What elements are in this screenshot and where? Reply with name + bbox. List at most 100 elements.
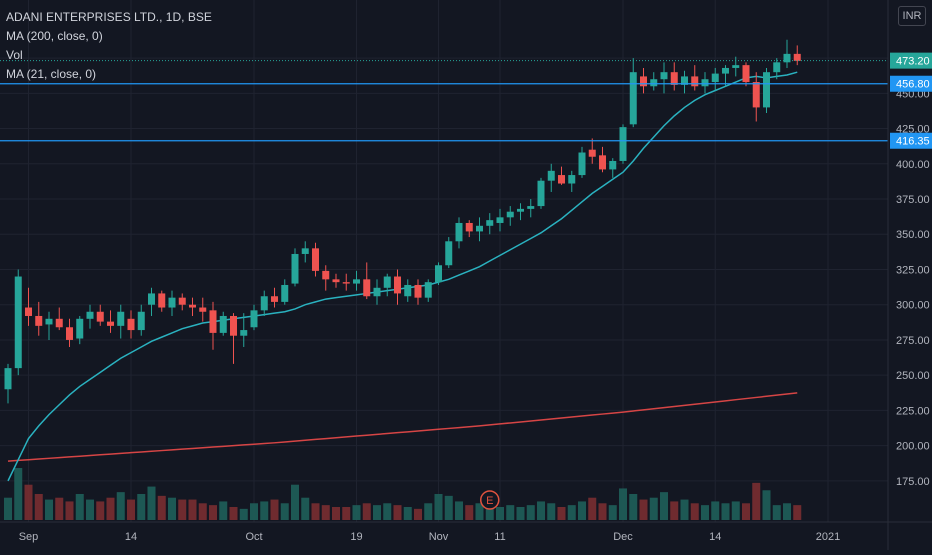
- volume-bar: [649, 497, 658, 520]
- price-label-text: 473.20: [896, 56, 930, 68]
- candle-body: [763, 72, 770, 108]
- ma21-legend[interactable]: MA (21, close, 0): [6, 67, 97, 81]
- candle-body: [496, 217, 504, 223]
- volume-bar: [526, 505, 535, 520]
- volume-bar: [762, 490, 771, 520]
- earnings-marker-circle: [480, 490, 500, 510]
- volume-bar: [342, 507, 351, 520]
- volume-bar: [270, 499, 279, 520]
- time-tick-label: Nov: [429, 531, 449, 543]
- volume-bar: [24, 484, 33, 520]
- candle-body: [301, 248, 309, 254]
- volume-bar: [670, 501, 679, 520]
- earnings-marker[interactable]: E: [480, 490, 500, 510]
- vol-legend[interactable]: Vol: [6, 48, 23, 62]
- candles: [4, 39, 801, 404]
- volume-bar: [291, 484, 299, 520]
- volume-bar: [578, 501, 586, 520]
- candle-body: [312, 248, 319, 271]
- price-label-box: [890, 75, 932, 92]
- volume-bar: [567, 505, 576, 520]
- volume-bar: [731, 501, 740, 520]
- price-tick-label: 350.00: [896, 229, 930, 241]
- price-label-text: 416.35: [896, 136, 930, 148]
- symbol-title[interactable]: ADANI ENTERPRISES LTD., 1D, BSE: [6, 10, 212, 24]
- candle-body: [455, 222, 463, 242]
- price-tick-label: 375.00: [896, 194, 930, 206]
- price-tick-label: 400.00: [896, 159, 930, 171]
- volume-bar: [178, 499, 187, 520]
- volume-bar: [742, 503, 750, 520]
- time-tick-label: 14: [125, 531, 137, 543]
- candle-body: [701, 79, 709, 87]
- volume-bar: [106, 497, 115, 520]
- volume-bar: [86, 499, 94, 520]
- candle-body: [332, 279, 340, 283]
- candle-body: [711, 73, 719, 83]
- candle-body: [465, 222, 473, 232]
- volume-bar: [588, 497, 597, 520]
- currency-badge[interactable]: INR: [898, 6, 926, 26]
- candle-body: [76, 318, 84, 339]
- volume-bar: [680, 499, 689, 520]
- candle-body: [476, 225, 483, 232]
- candle-body: [670, 72, 678, 85]
- candle-body: [168, 297, 176, 308]
- volume-bar: [393, 505, 402, 520]
- volume-bar: [55, 497, 64, 520]
- time-axis[interactable]: Sep 14 Oct 19 Nov 11 Dec 14 2021: [0, 521, 932, 543]
- price-axis[interactable]: 175.00 200.00 225.00 250.00 275.00 300.00 325.…: [887, 0, 932, 550]
- price-tick-label: 200.00: [896, 441, 930, 453]
- candle-body: [137, 311, 145, 331]
- candle-body: [445, 241, 453, 266]
- volume-bar: [701, 505, 709, 520]
- candle-body: [55, 318, 63, 328]
- volume-bar: [219, 501, 228, 520]
- volume-bar: [45, 499, 53, 520]
- volume-bar: [352, 505, 361, 520]
- volume-bar: [485, 505, 494, 520]
- time-tick-label: 19: [350, 531, 362, 543]
- candle-body: [517, 208, 524, 212]
- horizontal-lines[interactable]: [0, 60, 888, 142]
- candle-body: [25, 307, 32, 316]
- candle-body: [35, 315, 43, 326]
- volume-bar: [772, 505, 781, 520]
- volume-bar: [660, 492, 668, 520]
- volume-bar: [414, 508, 422, 520]
- volume-bar: [188, 499, 197, 520]
- volume-bar: [608, 505, 617, 520]
- earnings-marker-text: E: [486, 495, 493, 507]
- candle-body: [86, 311, 94, 319]
- time-tick-label: 11: [494, 531, 505, 543]
- time-tick-label: Oct: [245, 531, 262, 543]
- candle-body: [629, 72, 637, 125]
- candle-body: [66, 327, 73, 340]
- candle-body: [527, 206, 535, 209]
- candle-body: [342, 282, 350, 284]
- gridlines: [0, 0, 888, 522]
- volume-bar: [260, 501, 269, 520]
- candle-body: [568, 175, 576, 184]
- volume-bar: [496, 507, 504, 520]
- candle-body: [486, 220, 494, 226]
- ma200-legend[interactable]: MA (200, close, 0): [6, 29, 103, 43]
- volume-bar: [547, 503, 556, 520]
- volume-bar: [721, 503, 730, 520]
- price-label-box: [890, 132, 932, 149]
- volume-bar: [116, 492, 125, 520]
- volume-bar: [362, 503, 371, 520]
- candle-body: [732, 65, 740, 68]
- volume-bar: [157, 495, 166, 520]
- volume-bar: [444, 495, 453, 520]
- volume-bar: [598, 503, 607, 520]
- volume-bar: [506, 505, 515, 520]
- candle-body: [537, 180, 545, 207]
- volume-bar: [75, 494, 84, 520]
- candle-body: [414, 284, 422, 298]
- candle-body: [127, 318, 135, 331]
- volume-bar: [311, 503, 320, 520]
- price-tick-label: 325.00: [896, 264, 930, 276]
